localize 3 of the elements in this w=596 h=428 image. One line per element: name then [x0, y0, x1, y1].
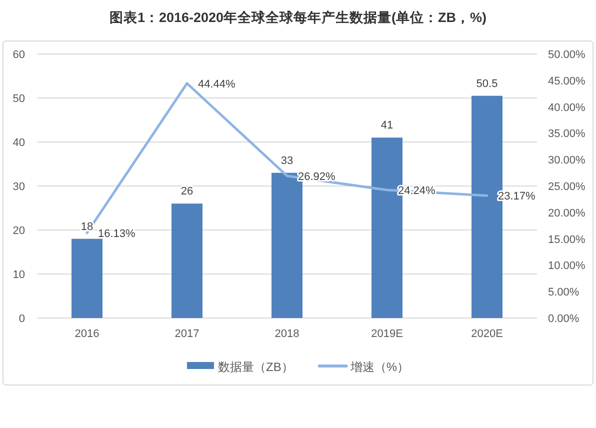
legend-label: 增速（%） [349, 360, 410, 374]
title: 图表1：2016-2020年全球全球每年产生数据量(单位：ZB，%) [109, 10, 487, 25]
legend-label: 数据量（ZB） [218, 360, 294, 374]
